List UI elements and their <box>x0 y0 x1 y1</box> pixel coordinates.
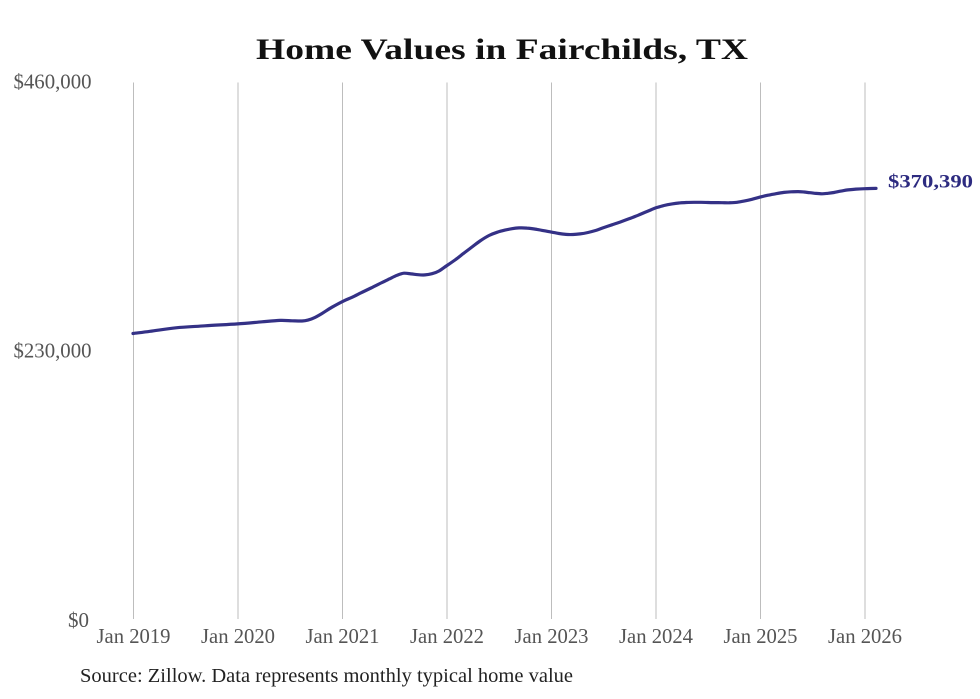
svg-text:Jan 2020: Jan 2020 <box>201 624 275 648</box>
svg-text:$460,000: $460,000 <box>14 70 92 94</box>
svg-text:Jan 2026: Jan 2026 <box>828 624 902 648</box>
svg-text:Jan 2022: Jan 2022 <box>410 624 484 648</box>
svg-text:Source: Zillow. Data represent: Source: Zillow. Data represents monthly … <box>80 665 573 687</box>
svg-text:Jan 2023: Jan 2023 <box>515 624 589 648</box>
svg-text:$370,390: $370,390 <box>888 172 973 193</box>
svg-text:Jan 2021: Jan 2021 <box>306 624 380 648</box>
svg-text:Jan 2024: Jan 2024 <box>619 624 693 648</box>
svg-text:Jan 2025: Jan 2025 <box>724 624 798 648</box>
svg-text:$230,000: $230,000 <box>14 339 92 363</box>
svg-text:Home Values in Fairchilds, TX: Home Values in Fairchilds, TX <box>256 33 748 66</box>
svg-text:$0: $0 <box>68 608 89 632</box>
svg-text:Jan 2019: Jan 2019 <box>97 624 171 648</box>
